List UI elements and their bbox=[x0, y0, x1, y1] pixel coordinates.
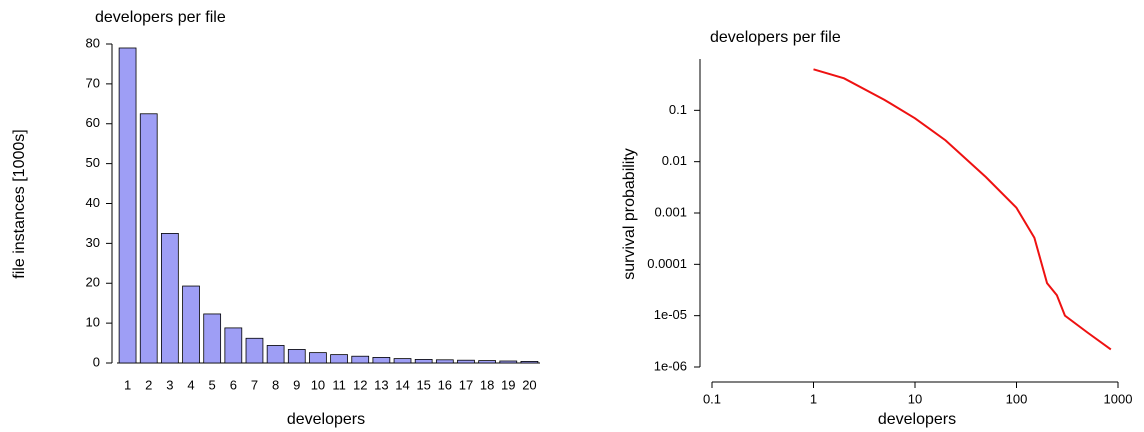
y-tick-label: 0.0001 bbox=[647, 256, 687, 271]
x-tick-label: 7 bbox=[251, 377, 258, 392]
x-tick-label: 1000 bbox=[1104, 391, 1133, 406]
y-tick-label: 0 bbox=[93, 354, 100, 369]
bar bbox=[139, 113, 158, 364]
x-tick-label: 15 bbox=[416, 377, 430, 392]
bar bbox=[245, 337, 264, 364]
x-tick-label: 4 bbox=[187, 377, 194, 392]
y-axis-label: survival probability bbox=[621, 148, 638, 280]
bar bbox=[266, 345, 285, 364]
x-axis-label: developers bbox=[287, 411, 365, 428]
chart-title: developers per file bbox=[710, 29, 841, 46]
bar bbox=[330, 354, 348, 364]
x-tick-label: 5 bbox=[209, 377, 216, 392]
x-tick-label: 1 bbox=[124, 377, 131, 392]
bar bbox=[287, 349, 306, 364]
y-axis-label: file instances [1000s] bbox=[11, 129, 28, 278]
x-tick-label: 11 bbox=[332, 377, 346, 392]
x-tick-label: 17 bbox=[459, 377, 473, 392]
y-tick-label: 50 bbox=[86, 155, 100, 170]
bar bbox=[435, 359, 454, 364]
x-tick-label: 100 bbox=[1006, 391, 1028, 406]
x-tick-label: 0.1 bbox=[703, 391, 721, 406]
x-tick-label: 1 bbox=[810, 391, 817, 406]
x-tick-label: 10 bbox=[311, 377, 325, 392]
x-axis-label: developers bbox=[878, 411, 956, 428]
x-tick-label: 9 bbox=[293, 377, 300, 392]
line bbox=[813, 68, 1112, 351]
y-tick-label: 40 bbox=[86, 195, 100, 210]
y-tick-label: 10 bbox=[86, 315, 100, 330]
x-tick-label: 16 bbox=[438, 377, 452, 392]
y-tick-label: 60 bbox=[86, 115, 100, 130]
bar bbox=[499, 360, 518, 364]
x-tick-label: 12 bbox=[353, 377, 367, 392]
y-tick-label: 1e-06 bbox=[654, 358, 687, 373]
x-tick-label: 19 bbox=[501, 377, 515, 392]
x-tick-label: 3 bbox=[166, 377, 173, 392]
bar bbox=[457, 359, 475, 364]
bar bbox=[393, 358, 412, 364]
x-tick-label: 14 bbox=[395, 377, 409, 392]
x-tick-label: 10 bbox=[908, 391, 922, 406]
x-tick-label: 18 bbox=[480, 377, 494, 392]
y-tick-label: 0.01 bbox=[662, 153, 687, 168]
y-tick-label: 80 bbox=[86, 35, 100, 50]
bar bbox=[351, 355, 370, 364]
bar bbox=[118, 47, 137, 364]
x-tick-label: 6 bbox=[230, 377, 237, 392]
x-tick-label: 20 bbox=[522, 377, 536, 392]
bar bbox=[203, 313, 222, 364]
y-tick-label: 0.001 bbox=[654, 204, 687, 219]
bar bbox=[478, 360, 496, 364]
bar bbox=[309, 352, 327, 364]
bar bbox=[520, 361, 539, 364]
x-tick-label: 13 bbox=[374, 377, 388, 392]
y-tick-label: 1e-05 bbox=[654, 307, 687, 322]
bar bbox=[224, 327, 243, 364]
y-tick-label: 30 bbox=[86, 235, 100, 250]
chart-title: developers per file bbox=[95, 9, 226, 26]
bar bbox=[182, 285, 200, 364]
x-tick-label: 2 bbox=[145, 377, 152, 392]
x-tick-label: 8 bbox=[272, 377, 279, 392]
bar bbox=[372, 357, 391, 364]
bar bbox=[161, 233, 179, 364]
bar bbox=[414, 359, 433, 364]
y-tick-label: 20 bbox=[86, 275, 100, 290]
y-tick-label: 70 bbox=[86, 75, 100, 90]
y-tick-label: 0.1 bbox=[669, 102, 687, 117]
